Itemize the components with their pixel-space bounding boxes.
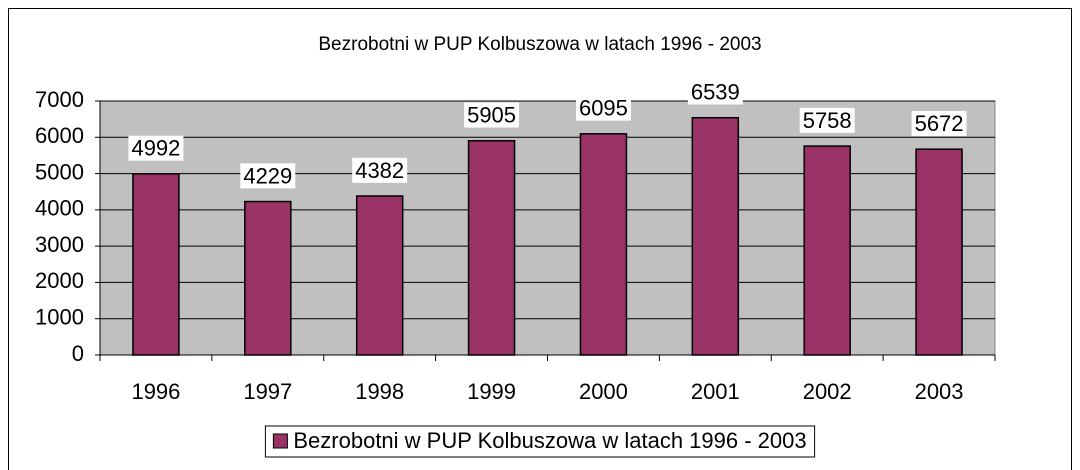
data-label-group: 6539 <box>687 79 743 105</box>
y-tick-label: 1000 <box>35 305 84 330</box>
y-tick-label: 4000 <box>35 196 84 221</box>
bar <box>244 200 292 356</box>
bar <box>691 116 740 356</box>
data-label: 4992 <box>131 136 180 161</box>
x-tick-label: 1997 <box>243 379 292 404</box>
y-tick-label: 6000 <box>35 123 84 148</box>
data-label-bg <box>352 157 408 183</box>
data-label-group: 4992 <box>128 135 184 161</box>
data-label: 4382 <box>355 158 404 183</box>
data-label-group: 5758 <box>799 107 855 133</box>
plot-area <box>99 100 996 356</box>
chart-title: Bezrobotni w PUP Kolbuszowa w latach 199… <box>318 34 761 55</box>
legend: Bezrobotni w PUP Kolbuszowa w latach 199… <box>264 425 816 458</box>
legend-label: Bezrobotni w PUP Kolbuszowa w latach 199… <box>293 428 806 453</box>
bar <box>915 148 963 356</box>
x-tick-label: 2001 <box>691 379 740 404</box>
bar <box>355 195 404 356</box>
data-label-group: 4229 <box>240 163 296 189</box>
bar <box>467 139 516 356</box>
y-tick-label: 0 <box>72 341 84 366</box>
data-label-bg <box>240 163 296 189</box>
data-label-bg <box>687 79 743 105</box>
bar <box>803 145 851 356</box>
x-tick-label: 2003 <box>915 379 964 404</box>
data-label-bg <box>128 135 184 161</box>
y-tick-label: 5000 <box>35 159 84 184</box>
legend-swatch <box>272 433 288 449</box>
data-label-group: 5905 <box>464 102 520 128</box>
data-label-bg <box>799 107 855 133</box>
data-label-group: 5672 <box>911 110 967 136</box>
y-tick-label: 7000 <box>35 87 84 112</box>
x-tick-label: 1998 <box>355 379 404 404</box>
data-label-group: 6095 <box>575 95 631 121</box>
data-label-group: 4382 <box>352 157 408 183</box>
data-label: 5672 <box>915 111 964 136</box>
bar <box>579 133 628 356</box>
data-label-bg <box>911 110 967 136</box>
legend-box <box>264 425 816 458</box>
data-label: 6095 <box>579 96 628 121</box>
y-tick-label: 3000 <box>35 232 84 257</box>
data-label-bg <box>464 102 520 128</box>
y-tick-label: 2000 <box>35 268 84 293</box>
data-label: 5905 <box>467 103 516 128</box>
x-tick-label: 2000 <box>579 379 628 404</box>
x-tick-label: 1996 <box>131 379 180 404</box>
x-tick-label: 1999 <box>467 379 516 404</box>
data-label-bg <box>575 95 631 121</box>
data-label: 6539 <box>691 80 740 105</box>
data-label: 5758 <box>803 108 852 133</box>
data-label: 4229 <box>243 163 292 188</box>
bar <box>132 173 180 356</box>
x-tick-label: 2002 <box>803 379 852 404</box>
